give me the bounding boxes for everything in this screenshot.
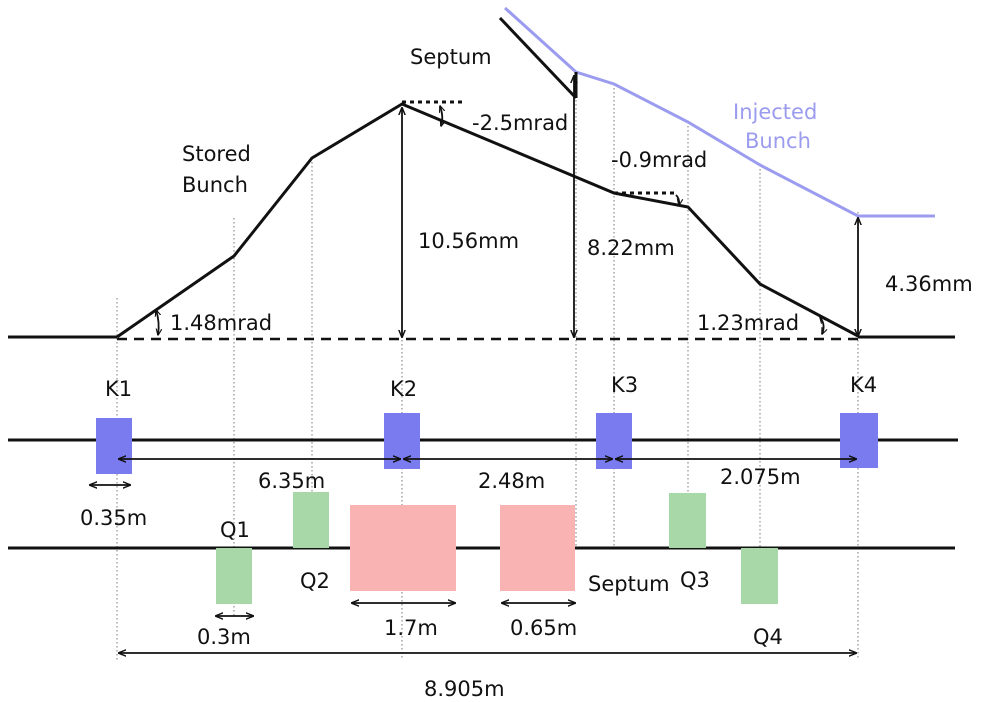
injected-bunch-label-1: Injected <box>733 100 817 124</box>
injected-bunch-label-2: Bunch <box>745 129 811 153</box>
septum-bottom-label: Septum <box>588 572 670 596</box>
offset-label-septum: 8.22mm <box>587 236 675 260</box>
quad-length-label: 0.3m <box>197 625 251 649</box>
angle-label-k4: 1.23mrad <box>697 311 799 335</box>
kicker-label-k3: K3 <box>611 373 638 397</box>
quadrupole-q4 <box>741 548 778 604</box>
kicker-label-k2: K2 <box>390 377 417 401</box>
stored-bunch-label-1: Stored <box>182 142 251 166</box>
kicker-length-label: 0.35m <box>80 506 147 530</box>
kicker-k2 <box>384 413 420 469</box>
quadrupole-q3 <box>669 493 706 548</box>
kicker-k3 <box>596 413 632 469</box>
quad-label-q1: Q1 <box>220 518 250 542</box>
offset-label-k4: 4.36mm <box>885 272 973 296</box>
dist-label-k3-k4: 2.075m <box>720 465 801 489</box>
angle-arc-k2 <box>440 106 442 126</box>
angle-label-k2: -2.5mrad <box>472 111 568 135</box>
bend-length-label: 1.7m <box>384 616 438 640</box>
stored-bunch-bump <box>116 102 859 339</box>
kicker-label-k4: K4 <box>850 373 877 397</box>
quadrupole-q2 <box>293 492 329 548</box>
quad-label-q4: Q4 <box>753 625 783 649</box>
angle-arc-k1 <box>156 310 159 335</box>
injected-bunch-trajectory <box>503 6 935 218</box>
angle-arc-k4 <box>820 317 824 334</box>
quad-label-q3: Q3 <box>680 568 710 592</box>
stored-bunch-label-2: Bunch <box>182 173 248 197</box>
quad-label-q2: Q2 <box>300 569 330 593</box>
quadrupole-q1 <box>216 548 252 604</box>
dist-label-k1-k2: 6.35m <box>258 469 325 493</box>
bend-magnet <box>350 505 456 591</box>
septum-length-label: 0.65m <box>510 616 577 640</box>
septum-top-label: Septum <box>410 45 492 69</box>
kicker-label-k1: K1 <box>105 377 132 401</box>
angle-label-k3: -0.9mrad <box>611 148 707 172</box>
septum-magnet <box>500 505 575 591</box>
angle-arc-k3 <box>675 194 679 205</box>
total-length-label: 8.905m <box>424 677 505 701</box>
angle-label-k1: 1.48mrad <box>170 311 272 335</box>
septum-blade <box>498 16 578 100</box>
offset-label-k2: 10.56mm <box>418 229 519 253</box>
dist-label-k2-k3: 2.48m <box>478 469 545 493</box>
kicker-k1 <box>96 418 132 474</box>
